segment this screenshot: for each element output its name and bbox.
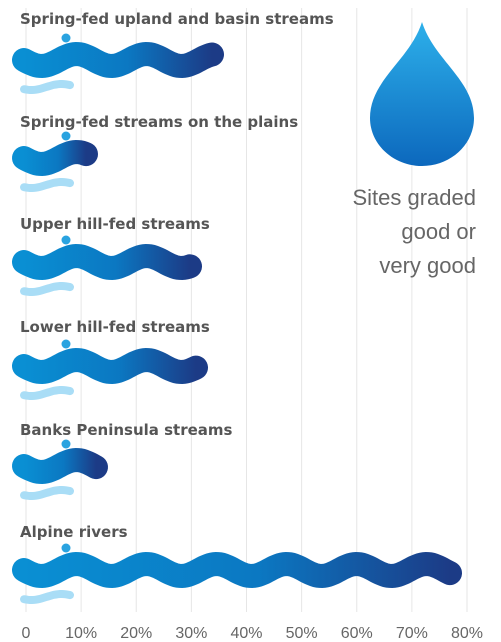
category-label: Alpine rivers	[20, 523, 128, 541]
x-tick-label: 50%	[286, 625, 318, 642]
legend-text: Sites graded	[352, 185, 476, 210]
x-tick-label: 20%	[120, 625, 152, 642]
decor-dot	[61, 543, 71, 553]
decor-wave	[20, 80, 74, 94]
x-tick-label: 10%	[65, 625, 97, 642]
category-label: Upper hill-fed streams	[20, 215, 210, 233]
legend-drop	[370, 22, 474, 166]
bar	[12, 551, 462, 589]
x-tick-label: 30%	[175, 625, 207, 642]
legend-text: very good	[379, 253, 476, 278]
x-tick-label: 40%	[230, 625, 262, 642]
decor-wave	[20, 178, 74, 192]
x-tick-label: 60%	[341, 625, 373, 642]
bar	[12, 243, 202, 281]
category-label: Spring-fed upland and basin streams	[20, 10, 334, 28]
decor-dot	[61, 339, 71, 349]
legend-text: good or	[401, 219, 476, 244]
decor-wave	[20, 590, 74, 604]
bar	[12, 41, 224, 79]
x-tick-label: 70%	[396, 625, 428, 642]
bar	[12, 347, 208, 385]
category-label: Spring-fed streams on the plains	[20, 113, 298, 131]
bar	[12, 447, 108, 485]
bar	[12, 139, 98, 177]
decor-dot	[61, 235, 71, 245]
decor-wave	[20, 282, 74, 296]
decor-dot	[61, 131, 71, 141]
decor-wave	[20, 386, 74, 400]
decor-dot	[61, 439, 71, 449]
x-tick-label: 0	[22, 625, 31, 642]
category-label: Lower hill-fed streams	[20, 318, 210, 336]
x-tick-label: 80%	[451, 625, 483, 642]
decor-wave	[20, 486, 74, 500]
category-label: Banks Peninsula streams	[20, 421, 233, 439]
decor-dot	[61, 33, 71, 43]
